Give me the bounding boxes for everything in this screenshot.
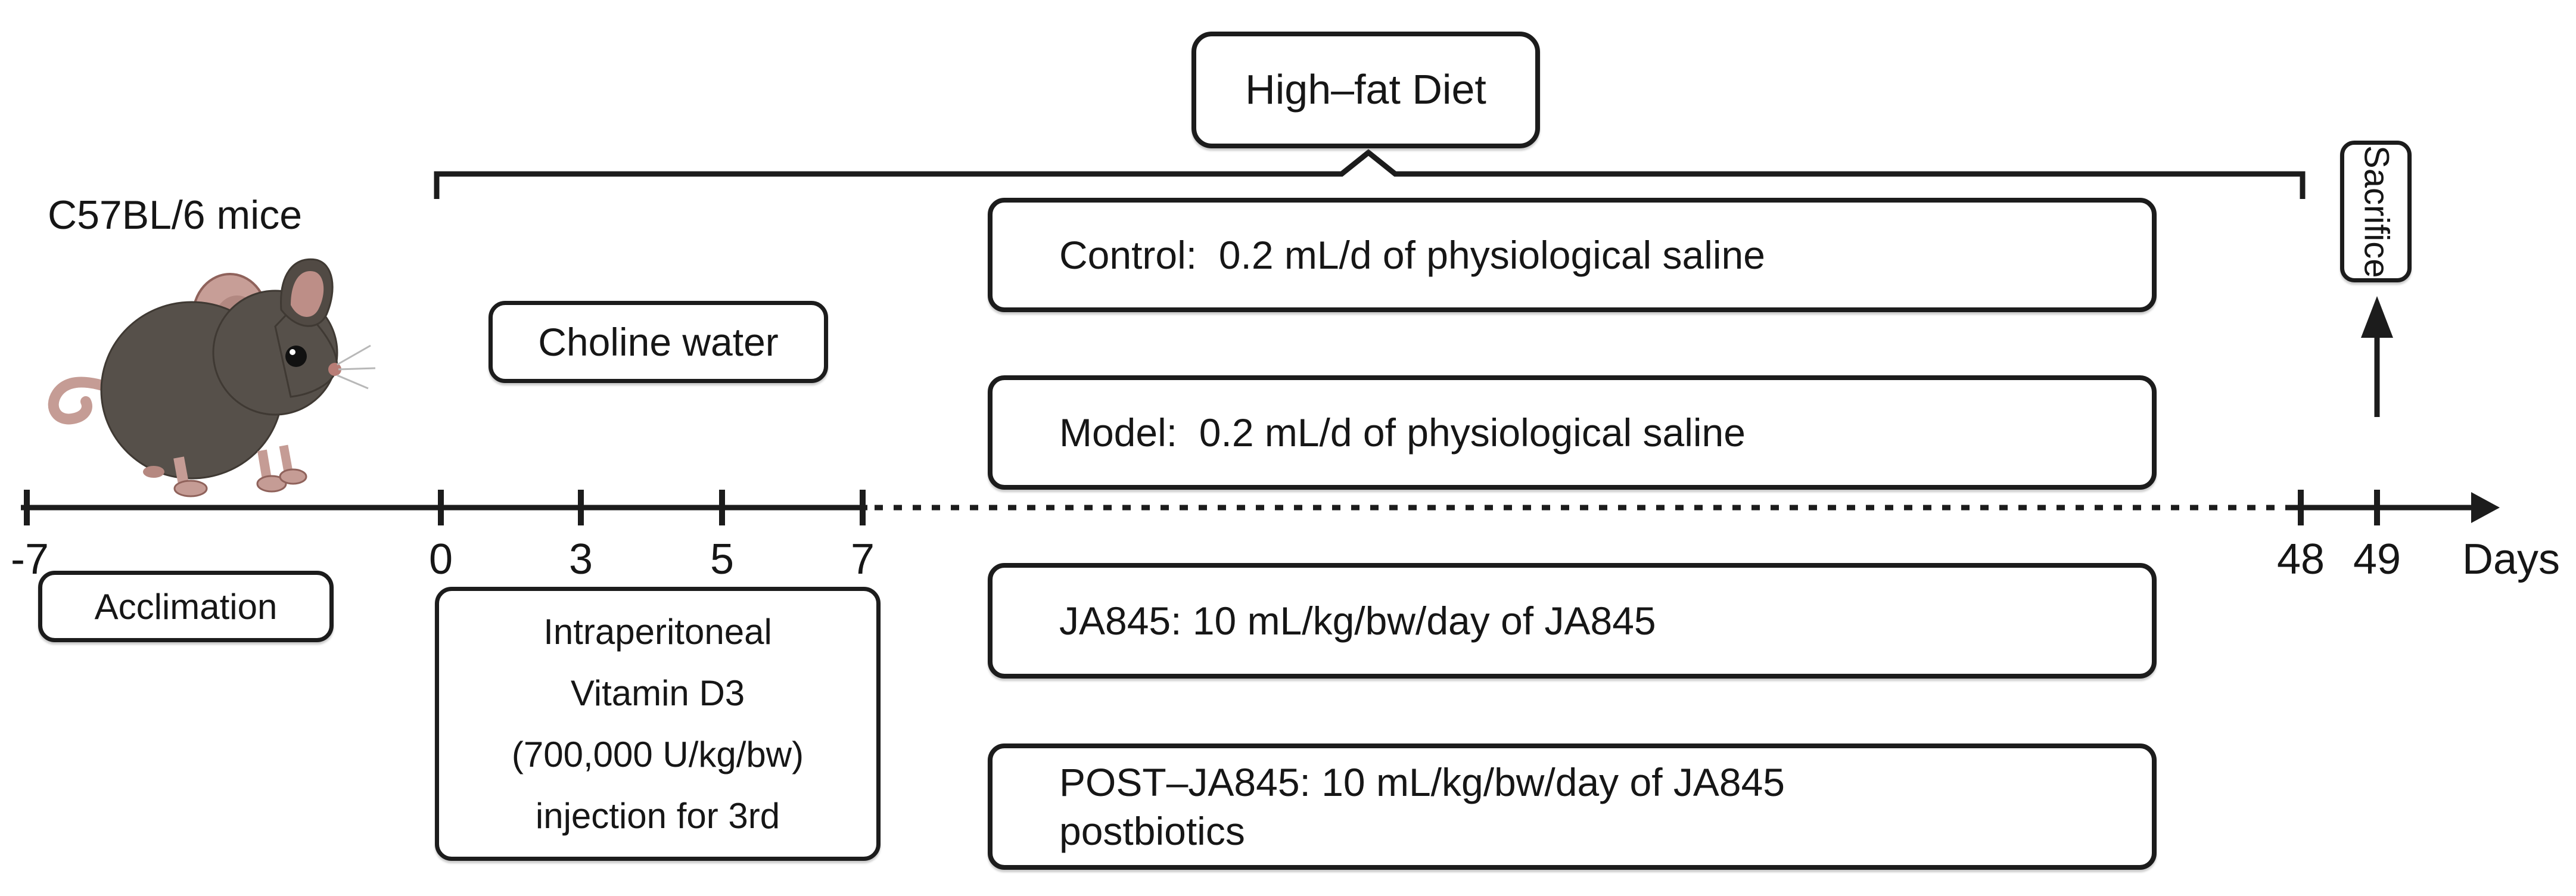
- mouse-nose: [328, 363, 341, 376]
- mouse-eye: [285, 346, 307, 367]
- tick-label-day-49: 49: [2353, 536, 2401, 583]
- mouse-front-leg: [257, 449, 272, 480]
- group-box-ja845: JA845: 10 mL/kg/bw/day of JA845: [988, 563, 2157, 679]
- group-ja845-label: JA845: 10 mL/kg/bw/day of JA845: [1059, 598, 1656, 643]
- vitamin-d3-box: Intraperitoneal Vitamin D3 (700,000 U/kg…: [435, 587, 881, 861]
- axis-arrowhead: [2471, 492, 2500, 523]
- vitamin-d3-line-3: (700,000 U/kg/bw): [511, 735, 804, 774]
- axis-unit-label: Days: [2462, 536, 2561, 583]
- acclimation-label: Acclimation: [94, 586, 278, 627]
- mouse-front-paw: [256, 475, 287, 493]
- mouse-far-paw: [143, 466, 164, 478]
- mouse-hind-paw: [173, 480, 208, 497]
- hfd-bracket: [434, 149, 2306, 199]
- tick-label-day-3: 3: [568, 536, 593, 583]
- choline-water-box: Choline water: [489, 301, 828, 383]
- mouse-eye-glint: [290, 349, 295, 355]
- mouse-front-paw-2: [279, 468, 307, 485]
- tick-label-day--7: -7: [10, 536, 49, 583]
- vitamin-d3-line-4: injection for 3rd: [535, 796, 780, 836]
- group-model-label: Model: 0.2 mL/d of physiological saline: [1059, 410, 1746, 455]
- sacrifice-box: Sacrifice: [2340, 141, 2412, 282]
- mouse-near-ear-inner: [291, 270, 324, 317]
- tick-label-day-7: 7: [850, 536, 875, 583]
- mouse-tail: [48, 377, 141, 425]
- tick-label-day-48: 48: [2276, 536, 2325, 583]
- group-box-post-ja845: POST–JA845: 10 mL/kg/bw/day of JA845 pos…: [988, 743, 2157, 870]
- sacrifice-arrowhead: [2361, 296, 2393, 338]
- acclimation-box: Acclimation: [38, 571, 334, 642]
- mouse-illustration: [48, 258, 376, 497]
- high-fat-diet-box: High–fat Diet: [1191, 32, 1540, 148]
- group-control-label: Control: 0.2 mL/d of physiological salin…: [1059, 232, 1765, 277]
- choline-water-label: Choline water: [538, 319, 779, 364]
- vitamin-d3-line-2: Vitamin D3: [570, 673, 745, 713]
- mouse-hind-leg: [173, 456, 189, 485]
- tick-label-day-0: 0: [428, 536, 453, 583]
- group-box-control: Control: 0.2 mL/d of physiological salin…: [988, 198, 2157, 312]
- group-post-ja845-label: POST–JA845: 10 mL/kg/bw/day of JA845 pos…: [1059, 760, 1785, 853]
- mouse-front-leg-2: [279, 444, 293, 473]
- mouse-whiskers: [337, 344, 376, 390]
- vitamin-d3-line-1: Intraperitoneal: [543, 612, 772, 652]
- subject-label: C57BL/6 mice: [48, 192, 303, 238]
- group-box-model: Model: 0.2 mL/d of physiological saline: [988, 375, 2157, 490]
- sacrifice-label: Sacrifice: [2357, 145, 2396, 278]
- high-fat-diet-label: High–fat Diet: [1245, 66, 1486, 113]
- tick-label-day-5: 5: [710, 536, 735, 583]
